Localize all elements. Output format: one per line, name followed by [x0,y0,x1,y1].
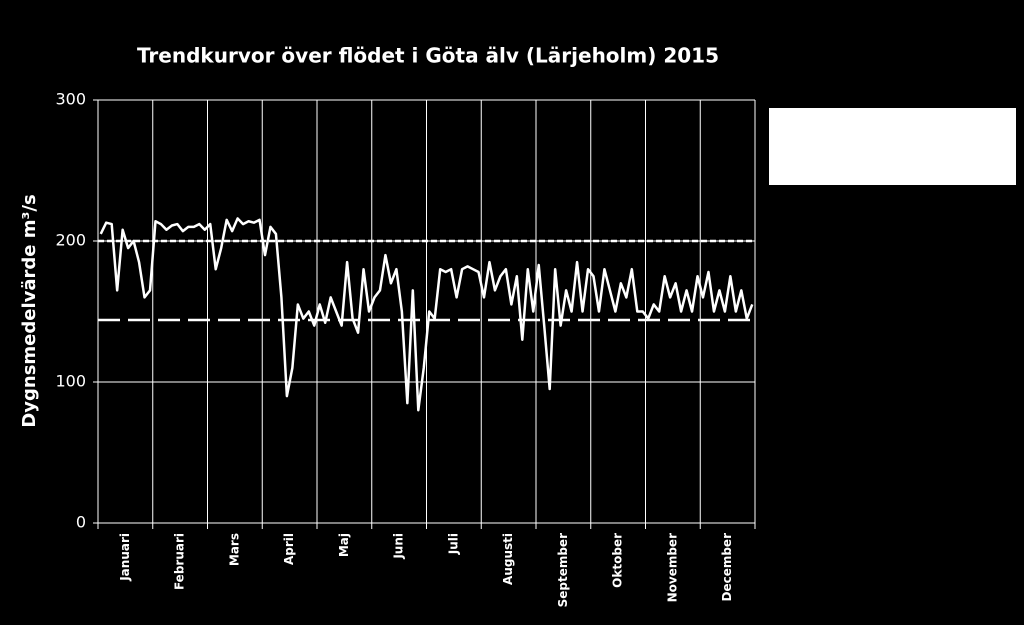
legend-box [769,108,1016,185]
y-axis-label: Dygnsmedelvärde m³/s [19,194,40,427]
x-tick-label: September [556,533,570,607]
x-tick-label: Maj [337,533,351,557]
x-tick-label: December [720,533,734,602]
x-tick-label: November [665,533,679,602]
y-tick-label: 300 [55,90,86,109]
y-tick-label: 100 [55,372,86,391]
chart-title: Trendkurvor över flödet i Göta älv (Lärj… [137,44,719,68]
x-tick-label: Juni [392,533,406,560]
x-tick-label: Augusti [501,533,515,585]
x-tick-label: Januari [118,533,132,582]
y-tick-label: 200 [55,231,86,250]
x-tick-label: Februari [173,533,187,590]
data-line [99,217,754,412]
x-tick-label: April [282,533,296,565]
x-tick-label: Oktober [611,533,625,588]
x-tick-label: Juli [446,533,460,555]
y-tick-label: 0 [76,513,86,532]
x-tick-label: Mars [227,533,241,566]
